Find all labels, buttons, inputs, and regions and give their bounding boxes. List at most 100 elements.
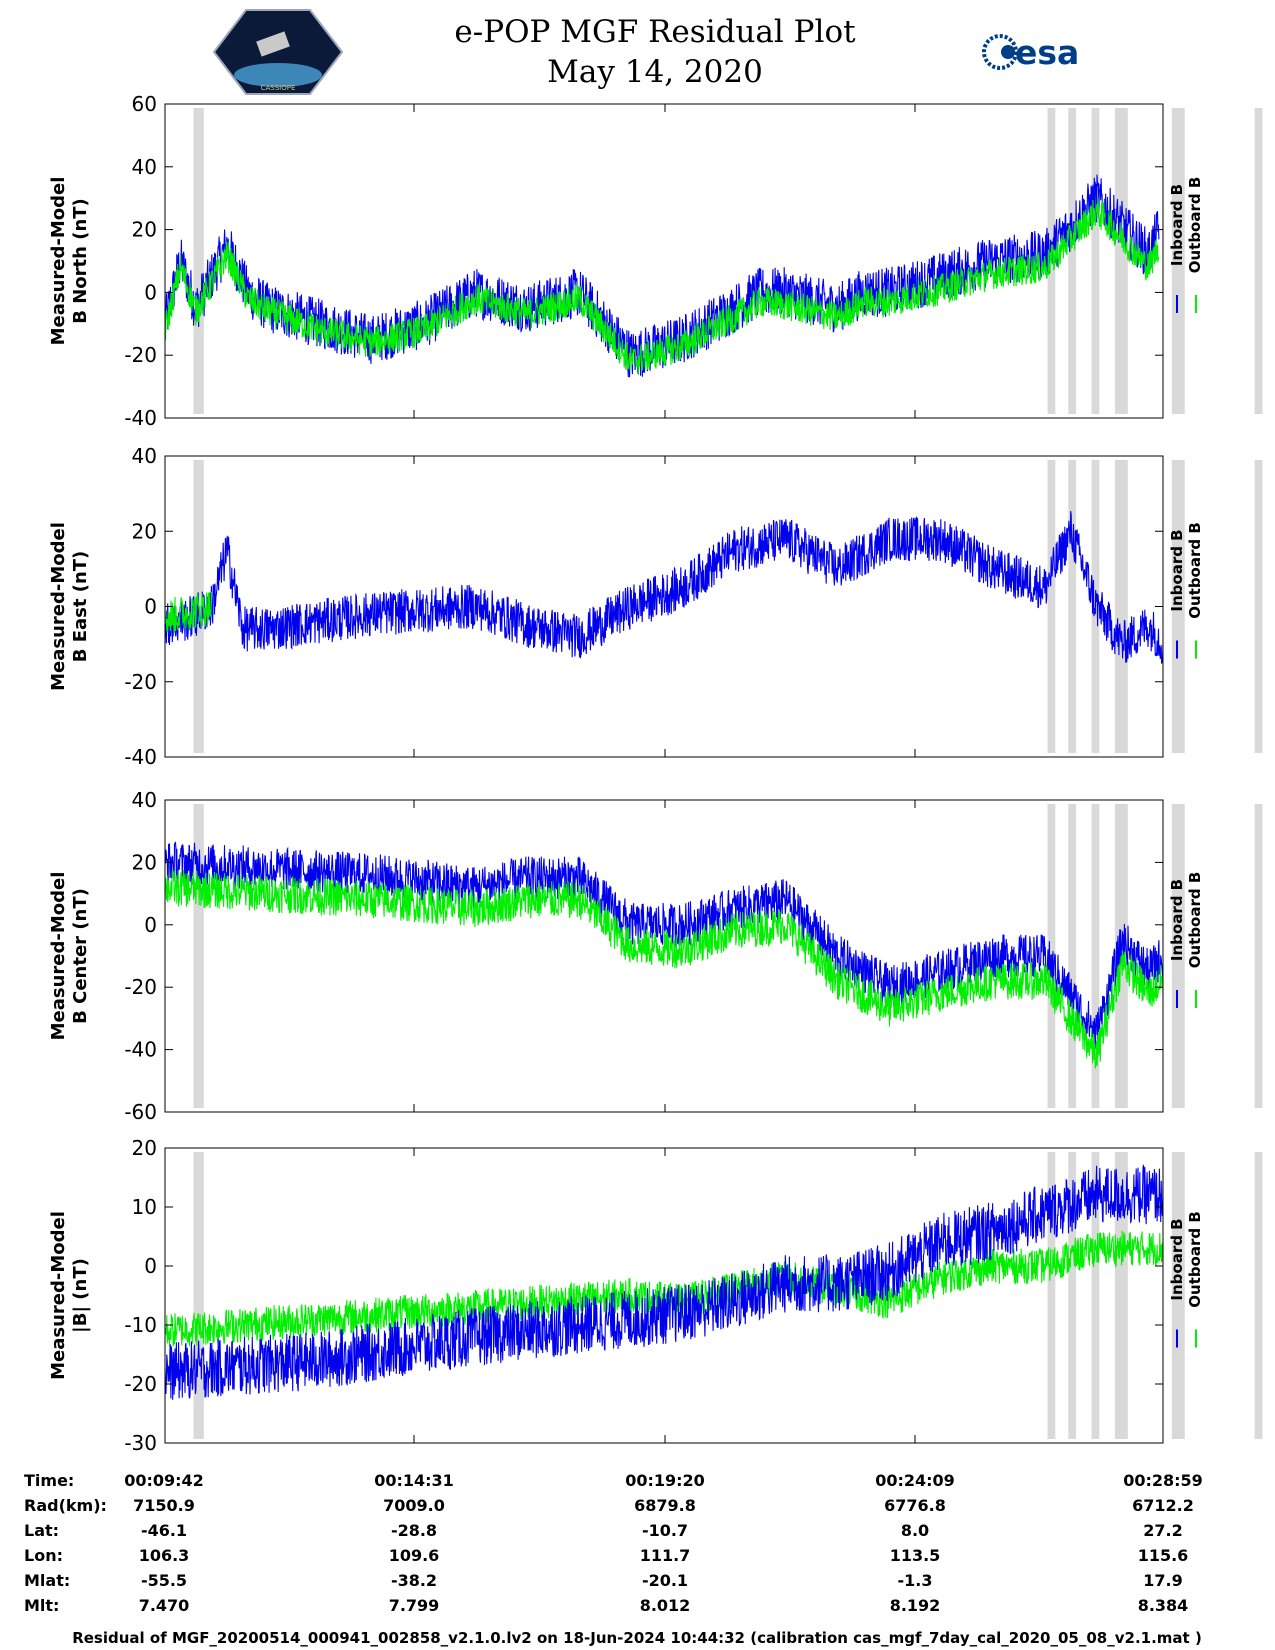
- eclipse-interval-6: [1171, 804, 1185, 1108]
- eclipse-interval-7: [1254, 1152, 1263, 1439]
- y-tick-label: -20: [124, 670, 157, 694]
- time-tick-label: 00:24:09: [875, 1471, 955, 1490]
- plot-title: e-POP MGF Residual Plot: [454, 14, 856, 50]
- series-inboard-line: [164, 174, 1160, 378]
- eclipse-interval-1: [193, 1152, 204, 1439]
- ephemeris-value: -46.1: [141, 1521, 187, 1540]
- panel-frame: [164, 1147, 1164, 1444]
- legend-inboard-label: Inboard B: [1168, 879, 1186, 961]
- legend-inboard-label: Inboard B: [1168, 529, 1186, 611]
- ephemeris-value: 6712.2: [1132, 1496, 1194, 1515]
- y-tick-label: -10: [124, 1313, 157, 1337]
- eclipse-interval-3: [1068, 108, 1077, 414]
- y-axis-label: Measured-ModelB North (nT): [48, 177, 91, 346]
- y-tick-label: -60: [124, 1100, 157, 1124]
- legend-outboard-label: Outboard B: [1186, 1211, 1204, 1308]
- series-outboard-line: [164, 868, 1164, 1069]
- panel-4: 20 10 0 -10 -20 -30 Measured-Model|B| (nT) Inbo…: [48, 1136, 1263, 1455]
- y-tick-label: 0: [144, 595, 157, 619]
- esa-logo: esa: [982, 33, 1079, 72]
- ephemeris-value: 7009.0: [383, 1496, 445, 1515]
- series-inboard-line: [164, 1163, 1164, 1400]
- ephemeris-value: -1.3: [898, 1571, 933, 1590]
- ephemeris-value: 6879.8: [634, 1496, 696, 1515]
- ephemeris-value: 109.6: [389, 1546, 440, 1565]
- legend: Inboard B Outboard B: [1168, 1211, 1204, 1348]
- y-tick-label: 20: [132, 218, 157, 242]
- y-tick-label: 60: [132, 92, 157, 116]
- ephemeris-row-label: Rad(km):: [24, 1496, 107, 1515]
- legend-outboard-label: Outboard B: [1186, 872, 1204, 969]
- eclipse-interval-5: [1114, 1152, 1128, 1439]
- y-axis-label: Measured-ModelB Center (nT): [48, 872, 91, 1041]
- eclipse-interval-5: [1114, 108, 1128, 414]
- y-tick-label: 40: [132, 444, 157, 468]
- eclipse-interval-4: [1091, 804, 1100, 1108]
- ephemeris-value: 17.9: [1143, 1571, 1182, 1590]
- ephemeris-value: 8.384: [1138, 1596, 1189, 1615]
- panel-frame: [164, 103, 1164, 419]
- ephemeris-value: 7.799: [389, 1596, 440, 1615]
- panels-group: 60 40 20 0 -20 -40 Measured-ModelB North (nT) I…: [48, 92, 1263, 1455]
- ephemeris-value: 6776.8: [884, 1496, 946, 1515]
- ephemeris-row-label: Lat:: [24, 1521, 59, 1540]
- y-tick-label: -40: [124, 745, 157, 769]
- y-tick-label: 0: [144, 280, 157, 304]
- time-tick-label: 00:09:42: [124, 1471, 204, 1490]
- eclipse-interval-6: [1171, 460, 1185, 753]
- y-tick-label: 40: [132, 155, 157, 179]
- plot-date: May 14, 2020: [547, 54, 763, 90]
- ephemeris-table: Time: Rad(km): Lat: Lon: Mlat: Mlt: 00:09:42 71…: [24, 1471, 1203, 1615]
- eclipse-interval-3: [1068, 804, 1077, 1108]
- y-tick-label: -20: [124, 343, 157, 367]
- ephemeris-value: 111.7: [640, 1546, 691, 1565]
- time-tick-label: 00:28:59: [1123, 1471, 1203, 1490]
- y-tick-label: 0: [144, 1254, 157, 1278]
- y-tick-label: -30: [124, 1431, 157, 1455]
- series-inboard-line: [164, 511, 1164, 664]
- eclipse-interval-4: [1091, 108, 1100, 414]
- esa-logo-text: esa: [1015, 33, 1079, 72]
- y-tick-label: -20: [124, 1372, 157, 1396]
- y-axis-label: Measured-Model|B| (nT): [48, 1211, 91, 1380]
- eclipse-interval-6: [1171, 108, 1185, 414]
- ephemeris-value: 7.470: [139, 1596, 190, 1615]
- ephemeris-value: -20.1: [642, 1571, 688, 1590]
- eclipse-interval-2: [1047, 1152, 1056, 1439]
- y-tick-label: -40: [124, 1038, 157, 1062]
- ephemeris-value: -28.8: [391, 1521, 437, 1540]
- y-tick-label: 0: [144, 913, 157, 937]
- ephemeris-value: 113.5: [890, 1546, 941, 1565]
- y-tick-label: 20: [132, 850, 157, 874]
- y-tick-label: 40: [132, 788, 157, 812]
- ephemeris-value: -38.2: [391, 1571, 437, 1590]
- ephemeris-row-label: Lon:: [24, 1546, 63, 1565]
- y-axis-label: Measured-ModelB East (nT): [48, 522, 91, 691]
- panel-1: 60 40 20 0 -20 -40 Measured-ModelB North (nT) I…: [48, 92, 1263, 430]
- legend-inboard-label: Inboard B: [1168, 184, 1186, 266]
- ephemeris-value: 106.3: [139, 1546, 190, 1565]
- y-tick-label: -20: [124, 975, 157, 999]
- ephemeris-row-label: Mlat:: [24, 1571, 70, 1590]
- footer-caption: Residual of MGF_20200514_000941_002858_v…: [72, 1629, 1202, 1647]
- eclipse-interval-7: [1254, 804, 1263, 1108]
- ephemeris-row-label: Mlt:: [24, 1596, 59, 1615]
- ephemeris-value: 115.6: [1138, 1546, 1189, 1565]
- ephemeris-value: 8.192: [890, 1596, 941, 1615]
- ephemeris-value: 8.0: [901, 1521, 929, 1540]
- time-tick-label: 00:14:31: [374, 1471, 454, 1490]
- logo-text: CASSIOPE: [261, 84, 296, 92]
- series-outboard-line: [164, 197, 1160, 374]
- legend-outboard-label: Outboard B: [1186, 522, 1204, 619]
- ephemeris-value: 8.012: [640, 1596, 691, 1615]
- y-tick-label: 20: [132, 1136, 157, 1160]
- legend-inboard-label: Inboard B: [1168, 1218, 1186, 1300]
- eclipse-interval-7: [1254, 460, 1263, 753]
- ephemeris-value: 7150.9: [133, 1496, 195, 1515]
- panel-3: 40 20 0 -20 -40 -60 Measured-ModelB Center (nT…: [48, 788, 1263, 1124]
- time-tick-label: 00:19:20: [625, 1471, 705, 1490]
- ephemeris-value: -10.7: [642, 1521, 688, 1540]
- eclipse-interval-5: [1114, 460, 1128, 753]
- ephemeris-value: -55.5: [141, 1571, 187, 1590]
